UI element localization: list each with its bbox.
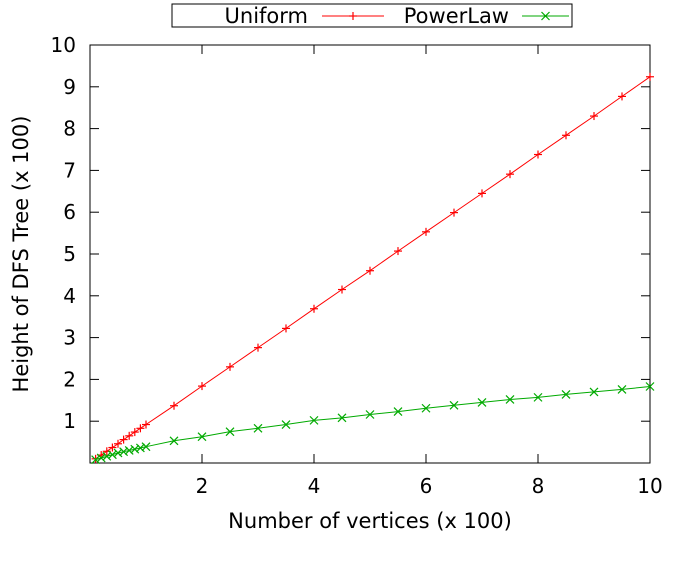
- data-point: [365, 410, 375, 419]
- data-point: [393, 407, 403, 417]
- data-point: [541, 11, 550, 21]
- x-tick-label: 8: [532, 474, 545, 498]
- data-point: [253, 423, 263, 433]
- y-tick-label: 8: [63, 117, 76, 141]
- data-point: [309, 415, 319, 425]
- x-tick-label: 2: [196, 474, 209, 498]
- y-tick-label: 4: [63, 284, 76, 308]
- data-point: [617, 385, 627, 394]
- data-point: [135, 443, 145, 453]
- x-axis-label: Number of vertices (x 100): [228, 509, 512, 533]
- data-point: [533, 392, 543, 402]
- data-point: [421, 403, 431, 413]
- data-point: [225, 427, 235, 437]
- legend-label: PowerLaw: [404, 4, 509, 28]
- data-point: [477, 397, 487, 407]
- data-point: [561, 390, 571, 399]
- series-line: [95, 76, 651, 460]
- data-point: [130, 444, 140, 454]
- y-tick-label: 3: [63, 326, 76, 350]
- legend-label: Uniform: [225, 4, 308, 28]
- data-point: [124, 446, 134, 455]
- y-tick-label: 5: [63, 242, 76, 266]
- series-powerlaw: [91, 382, 655, 465]
- data-point: [337, 413, 347, 423]
- series-line: [95, 386, 651, 461]
- data-point: [141, 442, 151, 452]
- x-tick-label: 10: [637, 474, 662, 498]
- data-point: [197, 432, 207, 442]
- data-point: [102, 451, 112, 461]
- y-tick-label: 1: [63, 409, 76, 433]
- data-point: [281, 420, 291, 429]
- data-point: [505, 395, 515, 404]
- plot-border: [89, 44, 651, 464]
- data-point: [119, 447, 129, 457]
- data-point: [645, 382, 655, 391]
- data-point: [169, 436, 179, 446]
- y-axis-label: Height of DFS Tree (x 100): [9, 116, 33, 393]
- y-tick-label: 7: [63, 158, 76, 182]
- data-point: [91, 455, 101, 465]
- series-layer: [91, 72, 655, 465]
- x-tick-label: 6: [420, 474, 433, 498]
- legend: Uniform PowerLaw: [171, 3, 573, 28]
- data-point: [107, 450, 117, 460]
- data-point: [589, 387, 599, 397]
- y-tick-label: 2: [63, 367, 76, 391]
- data-point: [113, 448, 123, 458]
- y-tick-label: 6: [63, 200, 76, 224]
- x-tick-label: 4: [308, 474, 321, 498]
- data-point: [96, 453, 106, 463]
- y-tick-label: 10: [51, 33, 76, 57]
- plot-frame: [89, 44, 651, 464]
- series-uniform: [91, 72, 654, 463]
- data-point: [449, 400, 459, 410]
- y-tick-label: 9: [63, 75, 76, 99]
